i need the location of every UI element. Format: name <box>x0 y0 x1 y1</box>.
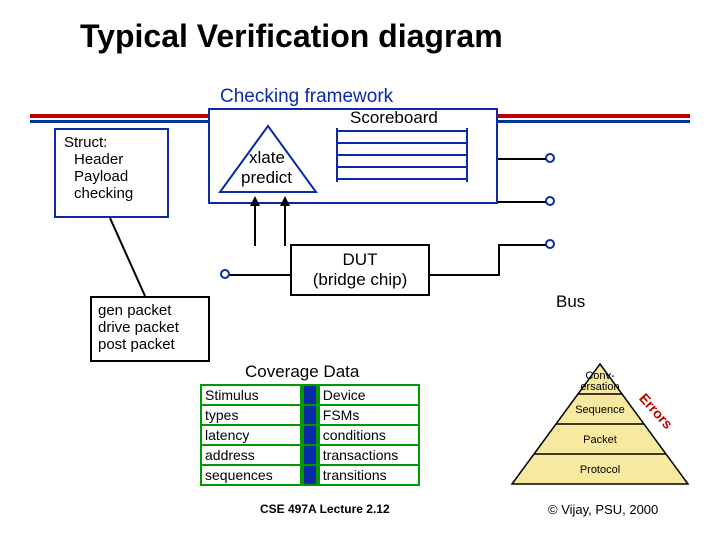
pyramid-l2: Sequence <box>572 404 628 416</box>
cov-c1-r4: address <box>200 446 302 466</box>
arrow-up-2 <box>278 196 292 246</box>
xlate-label-2: predict <box>241 168 292 188</box>
dot-top-1 <box>545 153 555 163</box>
cov-c2-r1: Device <box>318 384 420 406</box>
checking-framework-label: Checking framework <box>220 86 393 108</box>
struct-line-2: Payload <box>64 168 159 185</box>
footer-left: CSE 497A Lecture 2.12 <box>260 502 390 516</box>
cov-c2-r3: conditions <box>318 426 420 446</box>
scoreboard-left-border <box>336 128 338 182</box>
gen-packet-box: gen packet drive packet post packet <box>90 296 210 362</box>
cov-c1-r5: sequences <box>200 466 302 486</box>
coverage-table: Stimulus types latency address sequences… <box>200 384 420 486</box>
dut-line-1: DUT <box>292 250 428 270</box>
pyramid-l3: Packet <box>580 434 620 446</box>
gen-line-3: post packet <box>98 336 202 353</box>
conn-score-h1 <box>498 158 546 160</box>
pyramid-l1b: ersation <box>578 381 622 393</box>
conn-right-v <box>498 244 500 276</box>
dot-top-2 <box>545 196 555 206</box>
cov-c1-r1: Stimulus <box>200 384 302 406</box>
scoreboard-right-border <box>466 128 468 182</box>
arrow-up-1 <box>248 196 262 246</box>
struct-title: Struct: <box>64 134 159 151</box>
struct-line-1: Header <box>64 151 159 168</box>
conn-right-h1 <box>430 274 500 276</box>
cov-c2-r4: transactions <box>318 446 420 466</box>
cov-c1-r3: latency <box>200 426 302 446</box>
pyramid-l4: Protocol <box>576 464 624 476</box>
page-title: Typical Verification diagram <box>80 18 503 55</box>
scoreboard-label: Scoreboard <box>350 108 438 128</box>
gen-line-2: drive packet <box>98 319 202 336</box>
gen-line-1: gen packet <box>98 302 202 319</box>
struct-line-3: checking <box>64 185 159 202</box>
cov-c2-r5: transitions <box>318 466 420 486</box>
dut-line-2: (bridge chip) <box>292 270 428 290</box>
conn-score-h2 <box>498 201 546 203</box>
struct-box: Struct: Header Payload checking <box>54 128 169 218</box>
dut-box: DUT (bridge chip) <box>290 244 430 296</box>
conn-right-h2 <box>498 244 548 246</box>
struct-to-gen-connector <box>100 218 160 298</box>
footer-right: © Vijay, PSU, 2000 <box>548 502 658 517</box>
cov-c1-r2: types <box>200 406 302 426</box>
scoreboard-rows <box>336 130 466 180</box>
dot-left <box>220 269 230 279</box>
conn-left-h <box>225 274 290 276</box>
xlate-label-1: xlate <box>249 148 285 168</box>
cov-c2-r2: FSMs <box>318 406 420 426</box>
bus-label: Bus <box>556 292 585 312</box>
dot-right <box>545 239 555 249</box>
coverage-title: Coverage Data <box>245 362 359 382</box>
